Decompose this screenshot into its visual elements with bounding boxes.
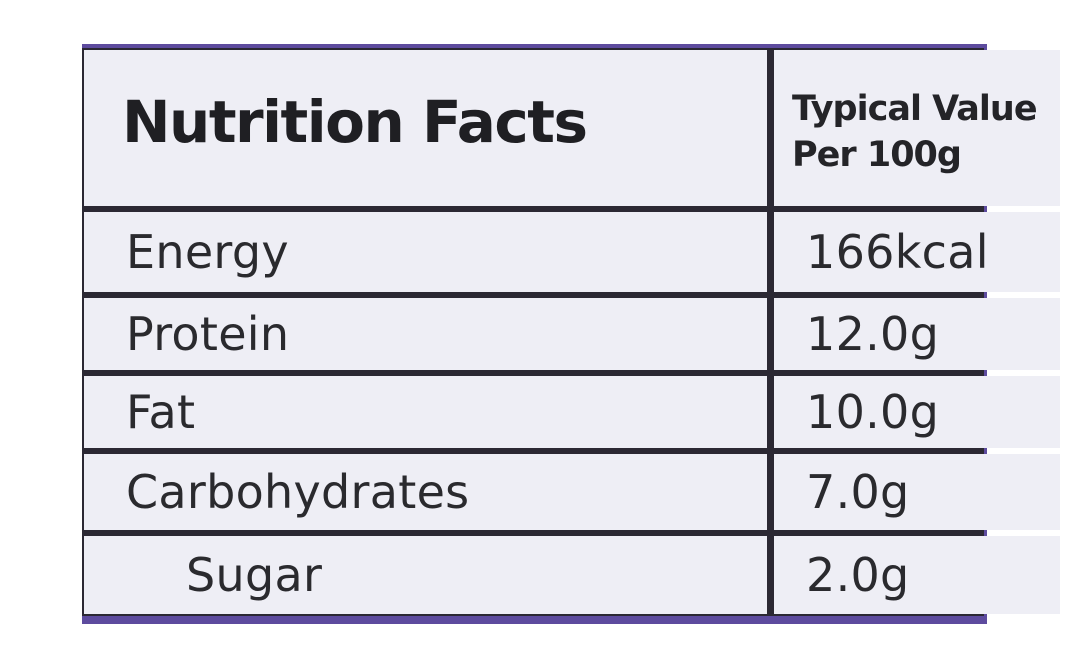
nutrient-label: Protein [126,307,290,361]
table-header-title-cell: Nutrition Facts [84,50,767,206]
table-row-protein-value-cell: 12.0g [774,298,1060,370]
table-row-fat-label-cell: Fat [84,376,767,448]
table-row-fat-value-cell: 10.0g [774,376,1060,448]
nutrient-value: 166kcal [806,225,989,279]
nutrient-value: 7.0g [806,465,910,519]
column-header-line-2: Per 100g [792,135,962,175]
table-row-energy-value-cell: 166kcal [774,212,1060,292]
nutrient-label: Energy [126,225,289,279]
column-header-typical-value: Typical Value Per 100g [792,86,1038,178]
nutrient-label: Fat [126,385,196,439]
nutrient-label: Carbohydrates [126,465,470,519]
nutrient-value: 10.0g [806,385,940,439]
table-header-value-cell: Typical Value Per 100g [774,50,1060,206]
nutrition-facts-table: Nutrition Facts Typical Value Per 100g E… [82,48,1060,616]
nutrition-label: Nutrition Facts Typical Value Per 100g E… [82,44,1060,624]
table-row-energy-label-cell: Energy [84,212,767,292]
column-header-line-1: Typical Value [792,89,1038,129]
table-title: Nutrition Facts [122,88,588,156]
table-row-carbohydrates-label-cell: Carbohydrates [84,454,767,530]
table-row-carbohydrates-value-cell: 7.0g [774,454,1060,530]
nutrient-value: 2.0g [806,548,910,602]
table-row-protein-label-cell: Protein [84,298,767,370]
table-row-sugar-value-cell: 2.0g [774,536,1060,614]
nutrient-label: Sugar [186,548,323,602]
table-row-sugar-label-cell: Sugar [84,536,767,614]
nutrient-value: 12.0g [806,307,940,361]
